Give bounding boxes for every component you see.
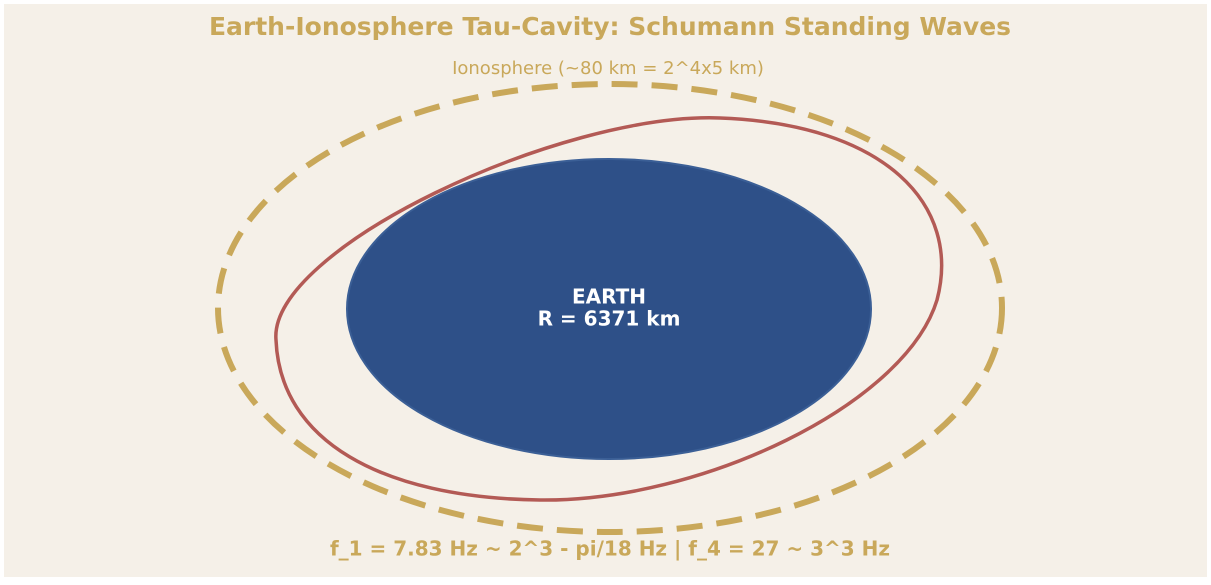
standing-wave — [274, 116, 944, 502]
footer-formula: f_1 = 7.83 Hz ~ 2^3 - pi/18 Hz | f_4 = 2… — [330, 537, 890, 561]
ionosphere-label: Ionosphere (~80 km = 2^4x5 km) — [452, 58, 764, 79]
ionosphere-boundary — [215, 81, 1005, 535]
earth-radius: R = 6371 km — [538, 307, 681, 331]
title: Earth-Ionosphere Tau-Cavity: Schumann St… — [209, 12, 1011, 41]
earth-name: EARTH — [572, 285, 646, 309]
earth — [346, 158, 872, 460]
